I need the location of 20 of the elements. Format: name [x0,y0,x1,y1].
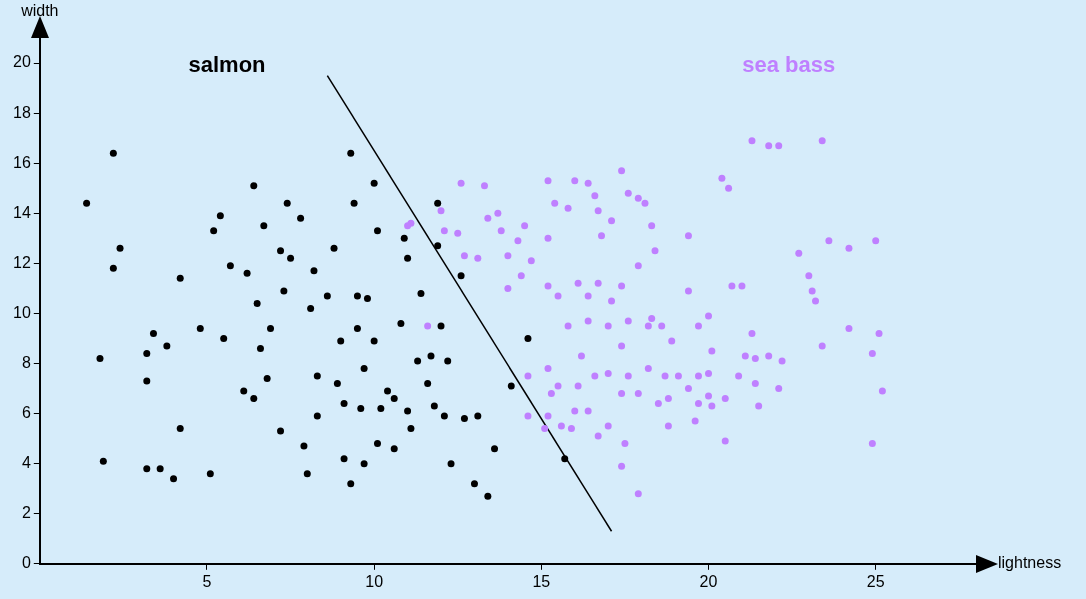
x-tick-label: 15 [532,572,551,590]
y-tick-label: 6 [21,403,31,421]
y-tick-label: 16 [13,153,31,171]
text: sea bass [742,52,836,78]
x-axis-title: lightness [998,554,1062,572]
text: salmon [188,52,266,78]
x-tick-label: 20 [699,572,718,590]
y-tick-label: 20 [13,53,31,71]
x-tick-label: 25 [866,572,885,590]
y-axis-title: width [20,2,59,20]
y-tick-label: 10 [13,303,31,321]
y-tick-label: 18 [13,103,31,121]
y-tick-label: 14 [13,203,31,221]
y-tick-label: 4 [21,454,31,472]
y-tick-label: 2 [21,504,31,522]
x-tick-label: 10 [365,572,384,590]
y-tick-label: 8 [21,353,31,371]
y-tick-label: 12 [13,253,31,271]
x-tick-label: 5 [202,572,212,590]
y-tick-label: 0 [21,554,31,572]
